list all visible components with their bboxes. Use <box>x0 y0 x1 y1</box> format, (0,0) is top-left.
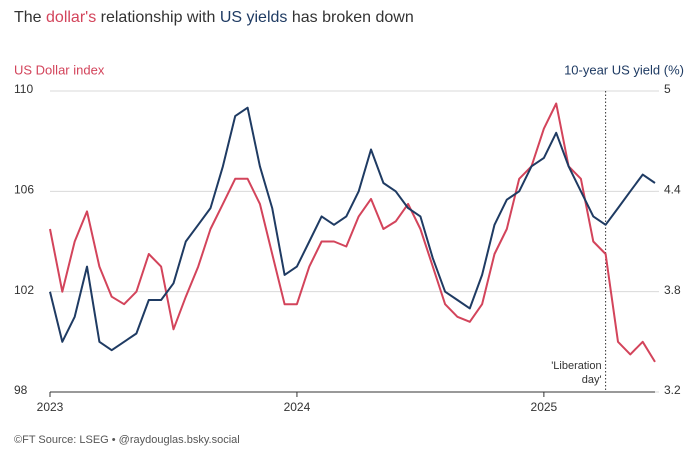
line-series <box>49 106 656 352</box>
title-part: relationship with <box>96 9 220 26</box>
y-tick-label: 106 <box>14 183 34 197</box>
title-part: US yields <box>220 9 288 26</box>
y-axis-label: US Dollar index <box>14 62 105 77</box>
event-label: day' <box>582 374 602 386</box>
x-tick-label: 2025 <box>531 400 558 414</box>
y2-tick-label: 4.4 <box>664 183 681 197</box>
line-series <box>49 102 656 363</box>
y-tick-label: 110 <box>14 82 33 96</box>
title-part: has broken down <box>287 9 413 26</box>
x-tick-label: 2023 <box>37 400 64 414</box>
y2-tick-label: 3.2 <box>664 383 681 397</box>
y-tick-label: 98 <box>14 383 28 397</box>
source: ©FT Source: LSEG • @raydouglas.bsky.soci… <box>14 434 240 446</box>
chart-title: The dollar's relationship with US yields… <box>14 9 414 26</box>
x-tick-label: 2024 <box>284 400 311 414</box>
event-label: 'Liberation <box>551 360 601 372</box>
y2-axis-label: 10-year US yield (%) <box>564 62 684 77</box>
y-tick-label: 102 <box>14 283 34 297</box>
y2-tick-label: 3.8 <box>664 283 681 297</box>
title-part: The <box>14 9 46 26</box>
title-part: dollar's <box>46 9 96 26</box>
y2-tick-label: 5 <box>664 82 671 96</box>
